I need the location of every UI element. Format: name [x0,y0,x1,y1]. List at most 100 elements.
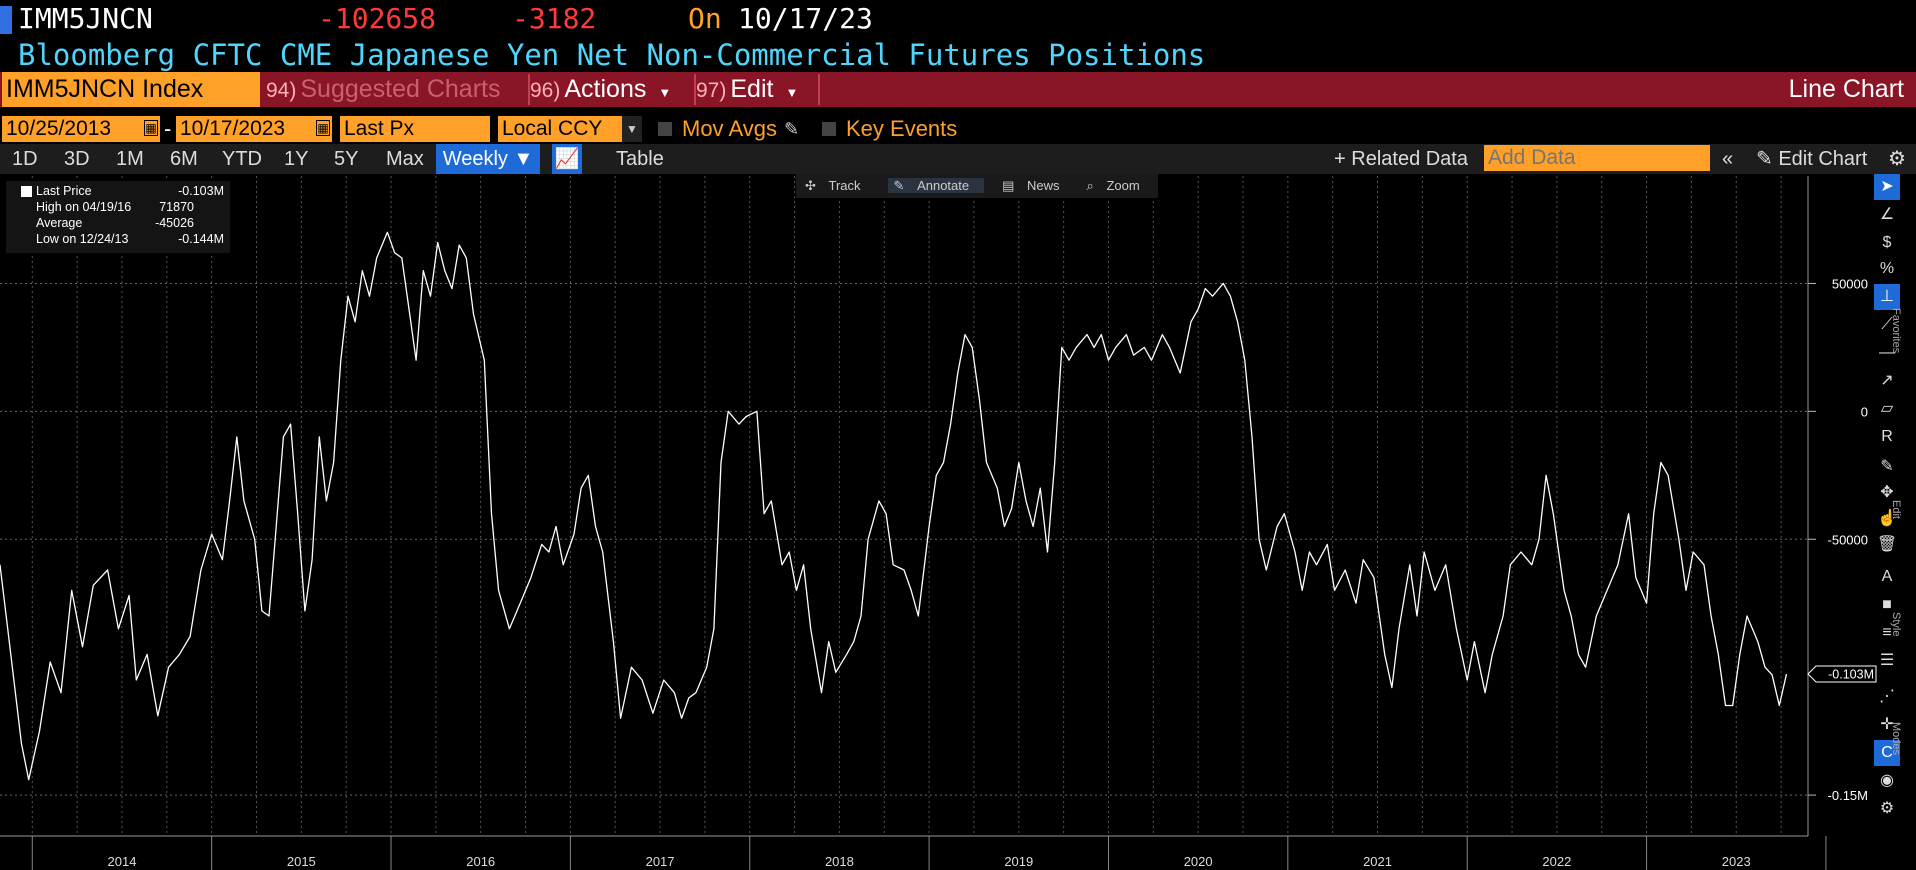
annotate-tool[interactable]: ✎ Annotate [887,178,985,193]
chart-grid [0,176,1808,836]
collapse-icon[interactable]: « [1722,148,1734,170]
calendar-icon[interactable]: ▦ [144,120,158,136]
x-tick-label: 2019 [1004,854,1033,869]
range-1m-button[interactable]: 1M [116,148,144,170]
frequency-label: Weekly [442,148,508,170]
date-separator: - [164,116,172,141]
settings-icon[interactable]: ⚙ [1879,800,1895,817]
x-tick-label: 2020 [1184,854,1213,869]
dollar-scale-icon[interactable]: $ [1882,234,1892,251]
add-data-input[interactable] [1484,145,1710,171]
x-tick-label: 2021 [1363,854,1392,869]
frequency-dropdown[interactable]: Weekly ▼ [436,144,540,174]
drawing-tools-palette: ➤ ∠ $ % ⊥ ⟋ — ↗ ▱ R ✎ ✥ ☝ 🗑 A ■ ≡ ☰ ⋰ ✛ … [1872,174,1916,834]
calendar-icon[interactable]: ▦ [316,120,330,136]
cursor-icon[interactable]: ➤ [1874,174,1900,200]
favorites-section-label: Favorites [1890,308,1902,354]
header-bar: IMM5JNCN -102658 -3182 On 10/17/23 [0,0,1916,38]
x-tick-label: 2016 [466,854,495,869]
pencil-icon[interactable]: ✎ [784,119,800,139]
line-chart-icon[interactable]: 📈 [552,144,582,174]
suggested-charts-menu[interactable]: 94) Suggested Charts [266,72,500,107]
ray-icon[interactable]: ↗ [1880,372,1894,389]
x-tick-label: 2014 [108,854,137,869]
registration-icon[interactable]: R [1881,428,1893,445]
edit-chart-label: Edit Chart [1778,148,1868,170]
related-data-button[interactable]: + Related Data [1334,144,1472,174]
suggested-num: 94) [266,79,297,102]
range-6m-button[interactable]: 6M [170,148,198,170]
measure-icon[interactable]: ⊥ [1874,284,1900,310]
pointer-icon[interactable]: ☝ [1877,510,1897,527]
legend-average-value: -45026 [155,216,194,230]
line-tool-icon[interactable]: ∠ [1879,206,1895,223]
suggested-charts-label: Suggested Charts [300,75,501,103]
chevron-down-icon: ▼ [658,85,672,100]
security-field[interactable]: IMM5JNCN Index [2,72,260,107]
pen-icon[interactable]: ✎ [1880,458,1894,475]
actions-label: Actions [564,75,647,103]
color-box-icon[interactable]: ■ [1882,596,1892,613]
chevron-down-icon[interactable]: ▼ [622,116,642,142]
range-1y-button[interactable]: 1Y [284,148,309,170]
menu-divider [528,74,530,105]
ticker-symbol[interactable]: IMM5JNCN [18,2,153,35]
line-style-icon[interactable]: ☰ [1879,652,1895,669]
range-5y-button[interactable]: 5Y [334,148,359,170]
dotted-line-icon[interactable]: ⋰ [1879,688,1895,705]
palette-icon[interactable]: ◉ [1880,772,1894,789]
start-date-field[interactable]: 10/25/2013 ▦ [2,116,160,142]
track-tool[interactable]: ✣ Track [805,178,861,193]
series-line[interactable] [0,231,1788,781]
chart-toolbar: ✣ Track ✎ Annotate ▤ News ⌕ Zoom [796,174,1158,198]
chart-legend[interactable]: Last Price -0.103M High on 04/19/16 71870 … [6,181,230,253]
mov-avgs-checkbox[interactable] [658,122,672,136]
channel-icon[interactable]: ▱ [1880,400,1894,417]
last-value: -102658 [318,2,437,35]
trash-icon[interactable]: 🗑 [1876,536,1898,553]
line-weight-icon[interactable]: ≡ [1882,624,1892,641]
range-max-button[interactable]: Max [386,148,424,170]
field-selector[interactable]: Last Px [340,116,490,142]
edit-menu[interactable]: 97) Edit ▼ [696,72,798,107]
x-tick-label: 2022 [1542,854,1571,869]
edit-chart-button[interactable]: ✎ Edit Chart [1756,144,1867,174]
text-style-icon[interactable]: A [1881,568,1893,585]
horizontal-line-icon[interactable]: — [1879,344,1895,361]
on-date: 10/17/23 [738,2,873,35]
range-3d-button[interactable]: 3D [64,148,90,170]
percent-scale-icon[interactable]: % [1879,260,1895,277]
start-date-value: 10/25/2013 [6,117,112,140]
trend-line-icon[interactable]: ⟋ [1881,316,1893,333]
currency-selector[interactable]: Local CCY ▼ [498,116,642,142]
net-change: -3182 [512,2,597,35]
key-events-label: Key Events [846,116,958,141]
x-tick-label: 2018 [825,854,854,869]
legend-low-value: -0.144M [178,232,224,246]
zoom-label: Zoom [1106,178,1140,193]
range-ytd-button[interactable]: YTD [222,148,262,170]
edit-num: 97) [696,79,727,102]
table-button[interactable]: Table [616,148,664,170]
zoom-tool[interactable]: ⌕ Zoom [1086,178,1140,193]
end-date-value: 10/17/2023 [180,117,286,140]
news-tool[interactable]: ▤ News [1002,178,1060,193]
x-tick-label: 2017 [646,854,675,869]
actions-num: 96) [530,79,561,102]
key-events-checkbox[interactable] [822,122,836,136]
actions-menu[interactable]: 96) Actions ▼ [530,72,671,107]
style-section-label: Style [1890,612,1902,637]
options-bar: 10/25/2013 ▦ - 10/17/2023 ▦ Last Px Local … [0,114,1916,144]
end-date-field[interactable]: 10/17/2023 ▦ [176,116,332,142]
menu-bar: IMM5JNCN Index 94) Suggested Charts 96) Ac… [0,72,1916,107]
move-icon[interactable]: ✥ [1880,484,1894,501]
plus-icon: + [1334,148,1352,170]
range-1d-button[interactable]: 1D [12,148,38,170]
modes-section-label: Modes [1890,722,1902,756]
edit-section-label: Edit [1890,500,1902,519]
legend-average-label: Average [36,216,83,230]
crosshair-icon[interactable]: ✛ [1880,716,1894,733]
magnet-icon[interactable]: C [1874,740,1900,766]
gear-icon[interactable]: ⚙ [1888,148,1906,170]
